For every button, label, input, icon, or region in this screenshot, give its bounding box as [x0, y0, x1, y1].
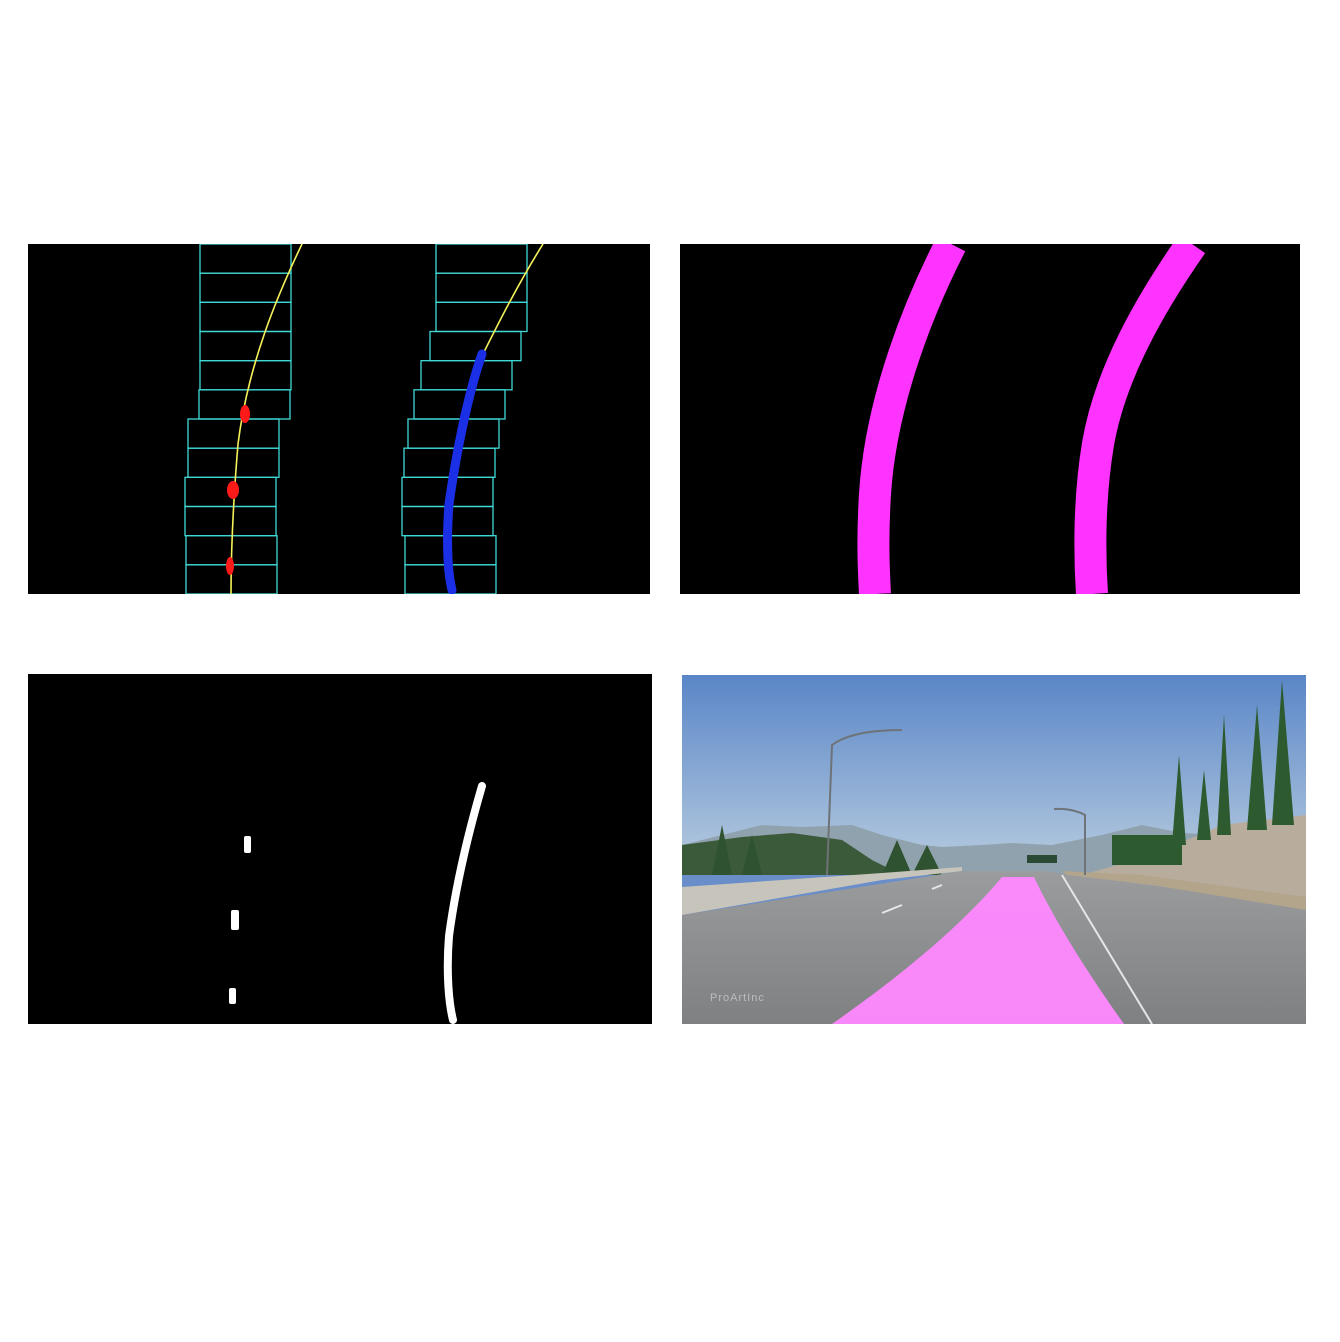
road-scene — [682, 675, 1306, 1024]
trees-right — [1112, 680, 1294, 865]
sliding-window-canvas — [28, 244, 650, 594]
right-solid-line — [443, 782, 486, 1024]
left-fit-curve — [230, 244, 303, 594]
right-lane-band — [1074, 244, 1206, 594]
hillside-left — [682, 833, 902, 875]
overhead-sign — [1027, 855, 1057, 863]
fitted-lanes-canvas — [680, 244, 1300, 594]
detected-lane-overlay — [832, 877, 1124, 1024]
trees-left — [712, 825, 942, 875]
binary-canvas — [28, 674, 652, 1024]
left-lane-pixels — [226, 405, 250, 575]
fitted-lanes-panel — [680, 244, 1300, 594]
left-lane-band — [857, 244, 966, 594]
watermark-text: ProArtInc — [710, 992, 765, 1004]
right-lane-pixels — [443, 349, 487, 594]
lane-markings — [881, 874, 1153, 1024]
left-dashed-marks — [229, 836, 251, 1004]
light-poles — [826, 729, 1086, 876]
barrier-left — [682, 867, 962, 915]
binary-threshold-panel — [28, 674, 652, 1024]
sliding-window-panel — [28, 244, 650, 594]
barrier-right — [1062, 871, 1306, 910]
road-overlay-panel: ProArtInc — [682, 675, 1306, 1024]
right-search-windows — [401, 244, 528, 594]
